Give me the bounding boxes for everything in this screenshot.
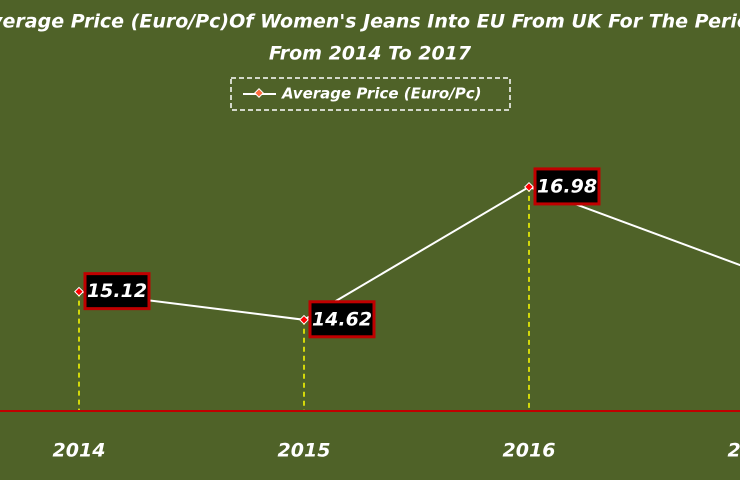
legend-label: Average Price (Euro/Pc) bbox=[281, 85, 481, 103]
x-tick-label: 2014 bbox=[53, 440, 106, 462]
chart-title: Average Price (Euro/Pc)Of Women's Jeans … bbox=[0, 11, 740, 33]
data-label: 14.62 bbox=[312, 308, 372, 330]
legend-box bbox=[230, 77, 511, 111]
x-tick-label: 2016 bbox=[503, 440, 556, 462]
chart-title: From 2014 To 2017 bbox=[269, 43, 472, 65]
data-label: 16.98 bbox=[537, 175, 597, 197]
marker bbox=[524, 181, 534, 192]
x-tick-label: 2015 bbox=[278, 440, 331, 462]
data-label-box bbox=[83, 272, 151, 311]
data-label-box bbox=[308, 300, 376, 339]
data-label: 15.12 bbox=[87, 280, 147, 302]
line bbox=[78, 185, 740, 321]
x-tick-label: 2017 bbox=[728, 440, 740, 462]
data-label-box bbox=[533, 167, 601, 206]
legend-marker bbox=[254, 88, 264, 98]
marker bbox=[74, 286, 84, 297]
marker bbox=[299, 314, 309, 325]
